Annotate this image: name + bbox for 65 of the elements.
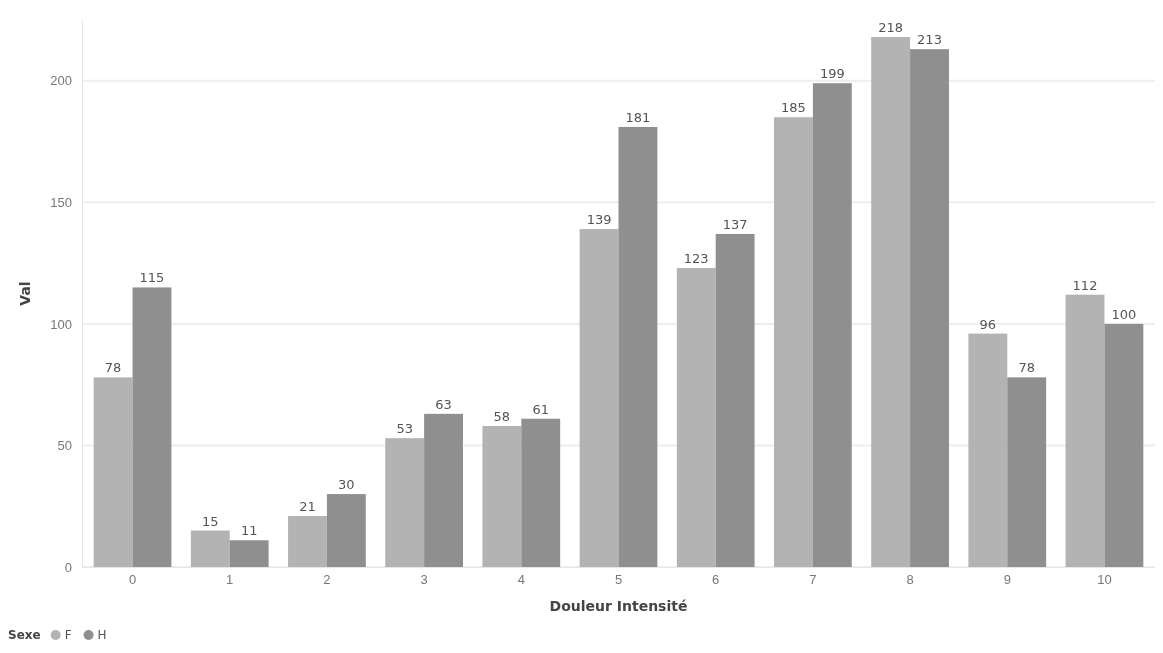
data-label: 218 <box>878 20 904 36</box>
x-tick-label: 0 <box>128 572 137 588</box>
bar <box>190 530 230 567</box>
data-label: 137 <box>722 216 748 232</box>
x-tick-label: 3 <box>420 572 428 588</box>
bar <box>812 83 852 567</box>
x-tick-label: 6 <box>712 572 720 588</box>
bar <box>579 229 619 567</box>
data-label: 199 <box>819 66 845 82</box>
data-label: 15 <box>202 513 219 529</box>
x-tick-label: 10 <box>1097 572 1112 588</box>
y-tick-label: 200 <box>50 73 72 89</box>
data-label: 139 <box>586 212 612 228</box>
bar <box>288 515 327 567</box>
y-tick-label: 150 <box>50 194 72 210</box>
bar <box>968 333 1008 567</box>
data-label: 123 <box>683 250 709 266</box>
bar <box>1104 323 1144 567</box>
bar <box>521 418 561 567</box>
data-label: 181 <box>625 109 651 125</box>
data-label: 21 <box>299 498 316 514</box>
bar <box>871 37 911 567</box>
data-label: 58 <box>493 409 511 424</box>
bar <box>132 287 172 567</box>
data-label: 61 <box>532 401 550 417</box>
x-tick-label: 1 <box>226 572 234 588</box>
bar <box>1065 294 1105 567</box>
bar <box>774 117 813 567</box>
bar <box>229 540 269 567</box>
legend-title: Sexe <box>8 628 41 643</box>
bar <box>326 494 366 567</box>
y-tick-label: 50 <box>57 438 72 454</box>
data-label: 63 <box>435 396 452 412</box>
bar <box>385 438 425 567</box>
data-label: 96 <box>979 316 997 332</box>
data-label: 185 <box>781 100 806 116</box>
data-label: 213 <box>917 32 942 48</box>
bar <box>910 49 949 567</box>
data-label: 53 <box>396 421 413 437</box>
y-tick-label: 100 <box>50 316 72 332</box>
legend-label: F <box>64 628 72 643</box>
x-tick-label: 4 <box>517 572 525 588</box>
x-tick-label: 8 <box>906 572 914 588</box>
x-axis-title: Douleur Intensité <box>549 598 688 614</box>
data-label: 78 <box>104 360 122 376</box>
data-label: 115 <box>139 270 165 286</box>
x-tick-label: 7 <box>809 572 817 588</box>
data-label: 112 <box>1072 277 1098 293</box>
bar <box>676 267 716 567</box>
bar <box>618 126 658 567</box>
bar <box>1007 377 1047 567</box>
data-label: 11 <box>240 523 258 539</box>
bar <box>715 233 755 567</box>
y-tick-label: 0 <box>64 559 72 575</box>
x-tick-label: 9 <box>1003 572 1011 588</box>
bar <box>482 426 522 567</box>
y-axis-title: Val <box>17 281 33 306</box>
bar <box>93 377 133 567</box>
data-label: 30 <box>338 477 355 493</box>
data-label: 100 <box>1111 306 1137 322</box>
legend-label: H <box>97 628 107 643</box>
x-tick-label: 2 <box>323 572 331 588</box>
data-label: 78 <box>1018 360 1035 376</box>
x-tick-label: 5 <box>614 572 623 588</box>
bar <box>424 413 463 567</box>
